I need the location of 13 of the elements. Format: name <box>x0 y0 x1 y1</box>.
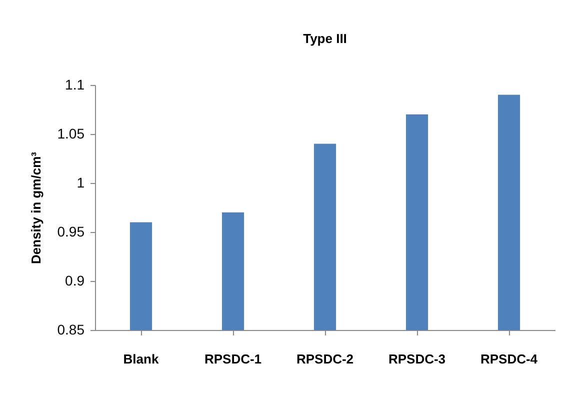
x-tick-label: RPSDC-2 <box>296 352 354 366</box>
y-axis-title: Density in gm/cm³ <box>28 151 44 264</box>
x-tick-label: RPSDC-3 <box>388 352 446 366</box>
y-tick-label: 1 <box>76 174 85 190</box>
y-tick-label: 1.05 <box>57 126 85 142</box>
x-tick-label: Blank <box>123 352 160 366</box>
x-tick-label: RPSDC-4 <box>480 352 538 366</box>
y-tick-label: 0.85 <box>57 322 85 338</box>
y-tick-label: 0.9 <box>65 272 85 288</box>
y-tick-label: 1.1 <box>65 76 85 92</box>
chart-title: Type III <box>303 31 347 46</box>
x-tick-label: RPSDC-1 <box>204 352 262 366</box>
y-tick-label: 0.95 <box>57 224 85 240</box>
